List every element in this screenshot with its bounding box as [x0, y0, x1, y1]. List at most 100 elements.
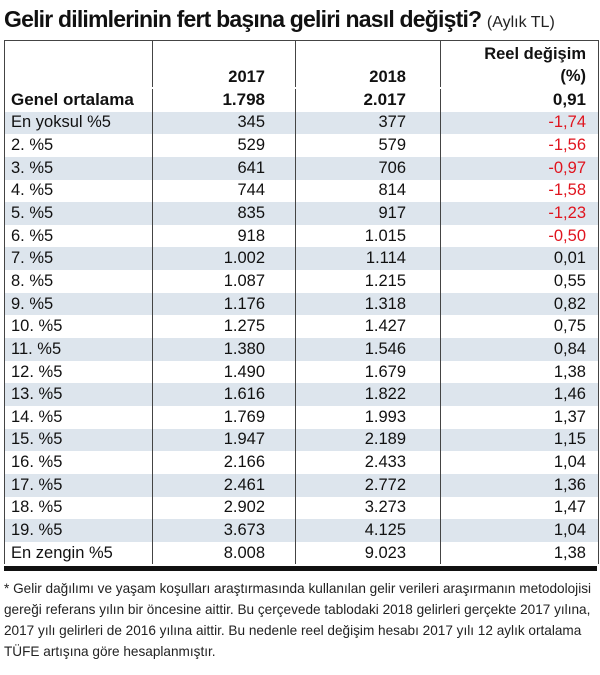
value-2018: 9.023: [296, 541, 441, 565]
row-label: En yoksul %5: [5, 111, 153, 135]
title-text: Gelir dilimlerinin fert başına geliri na…: [4, 6, 482, 32]
row-label: 18. %5: [5, 496, 153, 520]
value-2017: 918: [153, 224, 296, 248]
table-row: 3. %5 641 706 -0,97: [5, 156, 598, 180]
value-2017: 1.490: [153, 360, 296, 384]
value-2018: 1.822: [296, 383, 441, 406]
value-2018: 579: [296, 134, 441, 157]
value-2017: 1.002: [153, 247, 296, 271]
value-2018: 1.015: [296, 224, 441, 248]
header-change-text: Reel değişim (%): [484, 45, 586, 85]
table-row: 8. %5 1.087 1.215 0,55: [5, 270, 598, 293]
value-2018: 2.433: [296, 451, 441, 474]
average-2018: 2.017: [296, 89, 441, 112]
value-change: 1,37: [553, 407, 586, 426]
value-change: -0,97: [548, 158, 586, 177]
row-label: 17. %5: [5, 473, 153, 497]
value-change: -0,50: [548, 226, 586, 245]
page-title: Gelir dilimlerinin fert başına geliri na…: [4, 6, 555, 33]
table-row: 4. %5 744 814 -1,58: [5, 179, 598, 203]
table-row: 13. %5 1.616 1.822 1,46: [5, 383, 598, 406]
value-change: -1,23: [548, 204, 586, 223]
table-row: En yoksul %5 345 377 -1,74: [5, 111, 598, 135]
title-unit: (Aylık TL): [486, 14, 555, 31]
row-label: 8. %5: [5, 270, 153, 293]
value-change: 1,36: [553, 475, 586, 494]
value-2018: 1.318: [296, 292, 441, 316]
value-2018: 1.993: [296, 405, 441, 429]
row-label: 19. %5: [5, 519, 153, 542]
row-label: En zengin %5: [5, 541, 153, 565]
value-2018: 1.114: [296, 247, 441, 271]
value-2017: 1.769: [153, 405, 296, 429]
value-2018: 1.215: [296, 270, 441, 293]
row-label: 13. %5: [5, 383, 153, 406]
average-2017: 1.798: [153, 89, 296, 112]
table-row: 6. %5 918 1.015 -0,50: [5, 224, 598, 248]
value-change: 0,75: [553, 317, 586, 336]
average-row: Genel ortalama 1.798 2.017 0,91: [5, 89, 598, 112]
table-row: 10. %5 1.275 1.427 0,75: [5, 315, 598, 339]
value-2018: 814: [296, 179, 441, 203]
value-2017: 835: [153, 202, 296, 225]
value-2018: 3.273: [296, 496, 441, 520]
row-label: 6. %5: [5, 224, 153, 248]
value-2017: 529: [153, 134, 296, 157]
value-change: 0,01: [553, 249, 586, 268]
value-change: 0,84: [553, 339, 586, 358]
row-label: 15. %5: [5, 428, 153, 452]
table-bottom-rule: [4, 566, 597, 571]
value-change: 0,55: [553, 271, 586, 290]
value-2017: 2.166: [153, 451, 296, 474]
value-2017: 744: [153, 179, 296, 203]
value-change: -1,56: [548, 136, 586, 155]
row-label: 9. %5: [5, 292, 153, 316]
table-row: 11. %5 1.380 1.546 0,84: [5, 338, 598, 361]
average-change: 0,91: [552, 90, 586, 110]
table-row: 15. %5 1.947 2.189 1,15: [5, 428, 598, 452]
value-2018: 377: [296, 111, 441, 135]
value-change: -1,74: [548, 113, 586, 132]
table-row: 18. %5 2.902 3.273 1,47: [5, 496, 598, 520]
table-header: 2017 2018 Reel değişim (%): [5, 41, 598, 89]
value-2018: 1.679: [296, 360, 441, 384]
table-row: 5. %5 835 917 -1,23: [5, 202, 598, 225]
value-2017: 1.616: [153, 383, 296, 406]
table-row: 17. %5 2.461 2.772 1,36: [5, 473, 598, 497]
header-2017: 2017: [153, 41, 296, 87]
value-2018: 2.772: [296, 473, 441, 497]
row-label: 7. %5: [5, 247, 153, 271]
average-label: Genel ortalama: [5, 89, 153, 112]
value-change: 1,38: [553, 543, 586, 562]
row-label: 4. %5: [5, 179, 153, 203]
table-row: 12. %5 1.490 1.679 1,38: [5, 360, 598, 384]
value-change: 1,04: [553, 520, 586, 539]
value-2017: 1.087: [153, 270, 296, 293]
value-change: -1,58: [548, 181, 586, 200]
table-row: 14. %5 1.769 1.993 1,37: [5, 405, 598, 429]
value-change: 1,38: [553, 362, 586, 381]
row-label: 10. %5: [5, 315, 153, 339]
value-2017: 2.461: [153, 473, 296, 497]
value-2017: 1.947: [153, 428, 296, 452]
row-label: 16. %5: [5, 451, 153, 474]
value-2017: 641: [153, 156, 296, 180]
row-label: 2. %5: [5, 134, 153, 157]
value-2018: 1.427: [296, 315, 441, 339]
value-2017: 1.380: [153, 338, 296, 361]
value-2017: 1.176: [153, 292, 296, 316]
table-row: 16. %5 2.166 2.433 1,04: [5, 451, 598, 474]
value-2017: 2.902: [153, 496, 296, 520]
row-label: 5. %5: [5, 202, 153, 225]
income-table: 2017 2018 Reel değişim (%) Genel ortalam…: [4, 40, 599, 565]
value-change: 1,47: [553, 498, 586, 517]
row-label: 12. %5: [5, 360, 153, 384]
value-change: 1,15: [553, 430, 586, 449]
value-change: 1,46: [553, 385, 586, 404]
header-label: [5, 41, 153, 87]
header-change: Reel değişim (%): [441, 41, 598, 87]
row-label: 14. %5: [5, 405, 153, 429]
table-row: 7. %5 1.002 1.114 0,01: [5, 247, 598, 271]
row-label: 11. %5: [5, 338, 153, 361]
table-row: En zengin %5 8.008 9.023 1,38: [5, 541, 598, 565]
